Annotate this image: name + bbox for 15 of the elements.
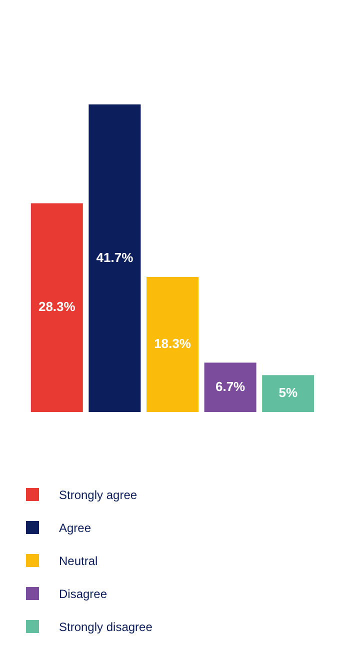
bar [88, 104, 141, 412]
bar [262, 375, 314, 412]
data-label: 18.3% [154, 336, 192, 352]
data-label: 5% [278, 385, 298, 400]
bar [204, 362, 256, 412]
legend-label: Strongly disagree [59, 620, 152, 634]
data-label: 28.3% [38, 299, 76, 314]
legend-label: Neutral [59, 554, 98, 568]
legend-label: Agree [59, 520, 92, 534]
bar [146, 276, 199, 412]
legend-label: Disagree [59, 586, 108, 600]
data-label: 6.7% [215, 378, 246, 394]
data-label: 41.7% [96, 250, 134, 265]
legend-label: Strongly agree [59, 488, 138, 502]
bar [30, 203, 83, 412]
